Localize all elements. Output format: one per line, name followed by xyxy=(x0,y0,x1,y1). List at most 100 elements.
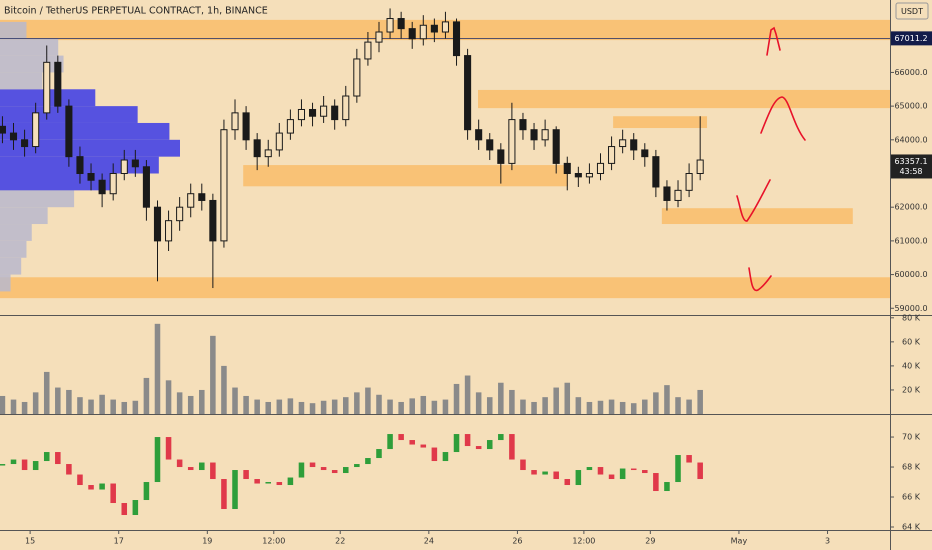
volume-bar xyxy=(199,389,205,414)
volume-bar xyxy=(365,387,371,414)
indicator-bar xyxy=(564,479,571,486)
y-tick-label: 60000.0 xyxy=(894,270,927,279)
indicator-bar xyxy=(199,462,205,471)
candle-body xyxy=(320,105,328,117)
indicator-bar xyxy=(265,482,272,484)
profile-bar xyxy=(0,274,11,292)
y-tick-label: 70 K xyxy=(902,433,921,442)
candle-body xyxy=(652,156,660,188)
candle-body xyxy=(619,139,627,148)
candle-body xyxy=(0,125,6,134)
indicator-bar xyxy=(398,434,404,441)
indicator-bar xyxy=(542,471,548,475)
candle-body xyxy=(430,24,438,33)
indicator-bar xyxy=(287,477,294,486)
indicator-bar xyxy=(320,467,327,471)
volume-bar xyxy=(165,380,172,414)
volume-bar xyxy=(88,399,94,414)
candle-body xyxy=(696,159,704,175)
indicator-bar xyxy=(66,464,72,475)
indicator-bar xyxy=(331,470,338,474)
candle-body xyxy=(76,156,84,175)
candle-body xyxy=(452,21,461,57)
volume-bar xyxy=(0,395,6,414)
candle-body xyxy=(264,149,272,158)
indicator-bar xyxy=(143,482,150,501)
indicator-bar xyxy=(77,474,83,486)
profile-bar xyxy=(0,224,32,241)
volume-bar xyxy=(376,394,382,414)
volume-bar xyxy=(21,401,28,414)
volume-bar xyxy=(675,397,681,414)
volume-bar xyxy=(276,399,283,414)
volume-bar xyxy=(520,399,526,414)
candle-body xyxy=(242,112,250,141)
x-tick-label: 15 xyxy=(25,537,35,546)
volume-bar xyxy=(531,401,537,414)
indicator-bar xyxy=(342,467,349,474)
volume-bar xyxy=(232,387,238,414)
volume-bar xyxy=(498,382,504,414)
candle-body xyxy=(364,41,372,60)
volume-bar xyxy=(154,323,161,414)
candle-body xyxy=(552,129,560,164)
indicator-bar xyxy=(276,482,283,486)
x-tick-label: 26 xyxy=(512,537,522,546)
indicator-bar xyxy=(387,434,393,450)
profile-bar xyxy=(0,72,43,90)
zone xyxy=(661,208,853,225)
volume-bar xyxy=(265,401,272,414)
volume-bar xyxy=(121,401,128,414)
candle-body xyxy=(596,162,605,175)
indicator-bar xyxy=(664,482,670,492)
candle-body xyxy=(674,189,682,201)
candle-body xyxy=(198,193,206,201)
volume-bar xyxy=(697,389,703,414)
profile-bar xyxy=(0,173,117,191)
indicator-bar xyxy=(686,455,692,463)
candle-body xyxy=(65,105,73,158)
volume-bar xyxy=(110,399,116,414)
x-tick-label: 17 xyxy=(114,537,124,546)
candle-body xyxy=(209,199,217,242)
candle-body xyxy=(563,162,571,175)
indicator-bar xyxy=(586,467,593,471)
candle-body xyxy=(286,119,294,134)
indicator-bar xyxy=(210,462,216,480)
indicator-bar xyxy=(132,500,139,516)
indicator-bar xyxy=(110,483,116,504)
volume-bar xyxy=(619,401,626,414)
drawing xyxy=(748,267,772,292)
volume-bar xyxy=(287,398,294,414)
countdown-label: 43:58 xyxy=(899,167,922,176)
candle-body xyxy=(375,31,383,43)
indicator-bar xyxy=(0,464,6,466)
volume-bar xyxy=(686,399,692,414)
volume-bar xyxy=(664,385,670,414)
price-line-label-box xyxy=(891,31,932,46)
candle-body xyxy=(486,139,494,151)
indicator-bar xyxy=(675,455,681,483)
volume-bar xyxy=(10,399,17,414)
volume-bar xyxy=(642,399,648,414)
indicator-bar xyxy=(309,462,316,468)
candle-body xyxy=(585,173,593,178)
indicator-bar xyxy=(608,474,615,480)
volume-bar xyxy=(630,403,637,414)
zone xyxy=(478,89,890,109)
volume-profile xyxy=(0,21,180,292)
volume-bar xyxy=(354,392,360,414)
x-tick-label: 12:00 xyxy=(262,537,285,546)
x-tick-label: 29 xyxy=(645,537,655,546)
candle-body xyxy=(253,139,261,158)
volume-bar xyxy=(77,397,83,414)
candle-body xyxy=(32,112,40,148)
volume-bar xyxy=(608,399,615,414)
volume-bar xyxy=(431,400,438,414)
volume-bar xyxy=(55,387,61,414)
unit-box xyxy=(895,2,929,20)
candle-body xyxy=(397,18,405,30)
indicator-bar xyxy=(21,459,28,471)
candle-body xyxy=(386,18,394,33)
